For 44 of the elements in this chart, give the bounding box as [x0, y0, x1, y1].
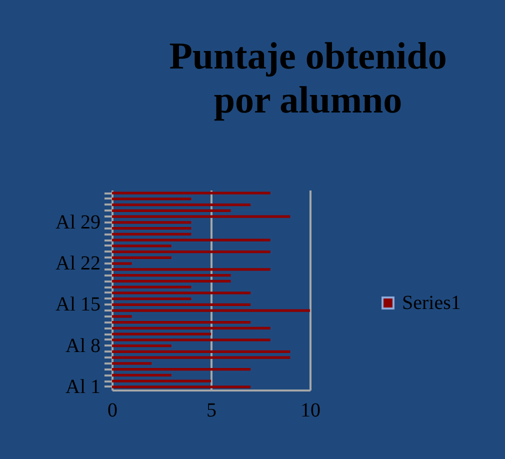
bar — [112, 368, 251, 371]
bar — [112, 232, 192, 236]
bar — [112, 350, 290, 353]
bar — [112, 292, 251, 294]
chart-title: Puntaje obtenido por alumno — [169, 36, 447, 122]
bar — [112, 221, 192, 224]
bar — [112, 315, 132, 318]
bar — [112, 297, 192, 300]
bar — [112, 274, 231, 277]
bar — [112, 215, 290, 218]
y-tick-label: Al 15 — [56, 294, 100, 316]
bar — [112, 332, 211, 336]
bar — [112, 204, 251, 206]
x-tick-label: 5 — [206, 400, 216, 422]
bar — [112, 286, 192, 288]
bar — [112, 209, 231, 212]
bar — [112, 326, 270, 330]
bar — [112, 309, 310, 312]
bar — [112, 320, 251, 324]
bar — [112, 198, 192, 200]
x-tick-label: 0 — [108, 400, 118, 422]
y-tick-label: Al 22 — [56, 252, 100, 275]
bar — [112, 238, 270, 242]
y-tick-label: Al 1 — [66, 376, 100, 398]
bar — [112, 280, 231, 283]
bar — [112, 344, 172, 348]
bar — [112, 192, 270, 194]
x-tick-label: 10 — [300, 400, 320, 422]
bar — [112, 362, 152, 365]
bar — [112, 262, 132, 265]
bar — [112, 250, 270, 254]
bar — [112, 380, 211, 382]
y-tick-label: Al 29 — [56, 211, 100, 234]
y-tick-label: Al 8 — [66, 334, 100, 357]
bar — [112, 374, 172, 376]
legend-label: Series1 — [402, 292, 461, 314]
bar — [112, 303, 251, 306]
bar — [112, 338, 270, 342]
bar — [112, 268, 270, 271]
bar — [112, 356, 290, 359]
bar — [112, 386, 251, 388]
bar — [112, 256, 172, 260]
bar — [112, 227, 192, 230]
bar — [112, 244, 172, 248]
